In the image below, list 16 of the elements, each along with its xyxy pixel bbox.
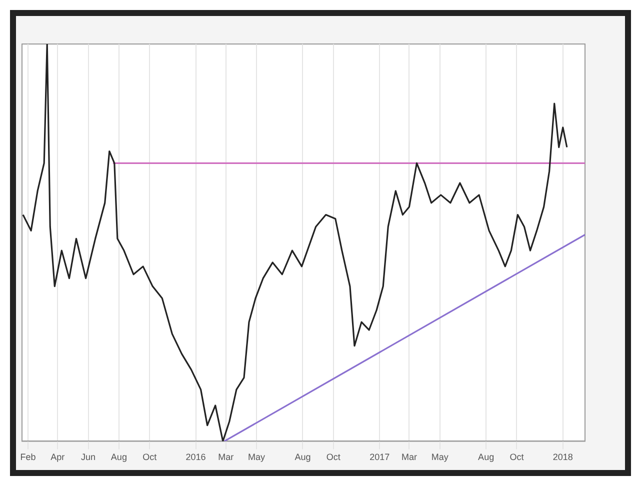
x-tick-label: Aug	[110, 452, 127, 462]
x-tick-label: Jun	[81, 452, 96, 462]
x-tick-label: 2016	[186, 452, 206, 462]
x-tick-label: Apr	[50, 452, 65, 462]
x-tick-label: May	[431, 452, 449, 462]
x-tick-label: 2017	[370, 452, 390, 462]
x-tick-label: Oct	[510, 452, 524, 462]
x-tick-label: Mar	[401, 452, 417, 462]
x-tick-label: Aug	[294, 452, 311, 462]
x-tick-label: Oct	[326, 452, 341, 462]
x-tick-label: Feb	[20, 452, 36, 462]
x-tick-label: 2018	[552, 452, 573, 462]
x-tick-label: Mar	[218, 452, 234, 462]
x-tick-label: Oct	[142, 452, 158, 462]
x-tick-label: Aug	[478, 452, 494, 462]
x-tick-label: May	[248, 452, 266, 462]
